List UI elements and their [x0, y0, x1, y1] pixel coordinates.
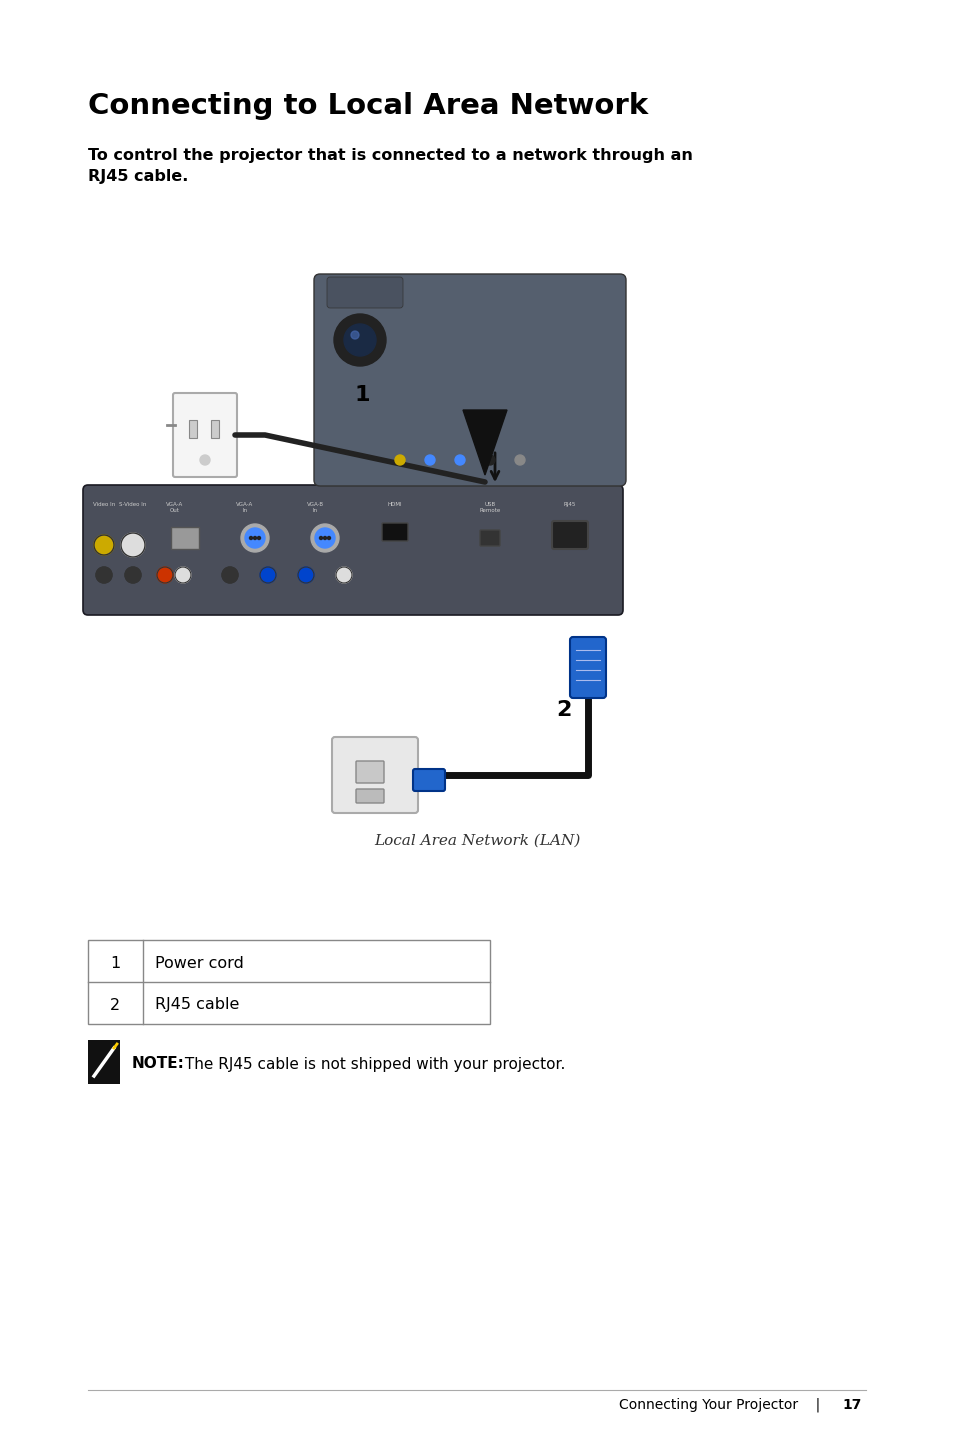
FancyBboxPatch shape	[569, 637, 605, 697]
FancyBboxPatch shape	[327, 276, 402, 308]
Text: Connecting Your Projector    |: Connecting Your Projector |	[618, 1398, 837, 1412]
Circle shape	[94, 536, 113, 556]
Circle shape	[319, 537, 322, 540]
Text: 17: 17	[841, 1398, 861, 1412]
Text: RJ45 cable: RJ45 cable	[154, 998, 239, 1012]
Bar	[171, 527, 199, 548]
Text: 1: 1	[354, 385, 370, 405]
FancyBboxPatch shape	[552, 521, 587, 548]
Circle shape	[222, 567, 237, 583]
Text: Power cord: Power cord	[154, 955, 244, 971]
Circle shape	[241, 524, 269, 551]
FancyBboxPatch shape	[332, 737, 417, 813]
Bar	[211, 420, 219, 438]
Text: HDMI: HDMI	[387, 503, 402, 507]
Text: 2: 2	[556, 700, 571, 720]
Text: VGA-A
In: VGA-A In	[236, 503, 253, 513]
Circle shape	[351, 331, 358, 339]
Circle shape	[344, 324, 375, 357]
Circle shape	[253, 537, 256, 540]
Polygon shape	[462, 410, 506, 475]
Text: Video In: Video In	[92, 503, 115, 507]
FancyBboxPatch shape	[314, 274, 625, 485]
FancyBboxPatch shape	[413, 769, 444, 790]
Text: S-Video In: S-Video In	[119, 503, 147, 507]
FancyBboxPatch shape	[479, 530, 499, 546]
Text: VGA-A
Out: VGA-A Out	[166, 503, 183, 513]
Circle shape	[515, 455, 524, 465]
Text: 2: 2	[110, 998, 120, 1012]
Circle shape	[157, 567, 172, 583]
Circle shape	[484, 455, 495, 465]
Circle shape	[335, 567, 352, 583]
Circle shape	[257, 537, 260, 540]
Circle shape	[327, 537, 330, 540]
Circle shape	[96, 567, 112, 583]
Text: NOTE:: NOTE:	[132, 1057, 185, 1071]
Text: USB
Remote: USB Remote	[478, 503, 500, 513]
Text: The RJ45 cable is not shipped with your projector.: The RJ45 cable is not shipped with your …	[180, 1057, 565, 1071]
Circle shape	[323, 537, 326, 540]
Circle shape	[121, 533, 145, 557]
Text: Connecting to Local Area Network: Connecting to Local Area Network	[88, 92, 648, 120]
Text: To control the projector that is connected to a network through an
RJ45 cable.: To control the projector that is connect…	[88, 147, 692, 183]
Bar	[88, 1040, 120, 1084]
Text: 1: 1	[110, 955, 120, 971]
Circle shape	[297, 567, 314, 583]
Bar	[88, 939, 490, 1024]
Circle shape	[250, 537, 253, 540]
Circle shape	[334, 314, 386, 367]
Circle shape	[395, 455, 405, 465]
Circle shape	[311, 524, 338, 551]
Circle shape	[200, 455, 210, 465]
Text: VGA-B
In: VGA-B In	[306, 503, 323, 513]
Circle shape	[174, 567, 191, 583]
FancyBboxPatch shape	[83, 485, 622, 614]
Circle shape	[314, 528, 335, 548]
Circle shape	[424, 455, 435, 465]
FancyBboxPatch shape	[381, 523, 408, 541]
Bar	[189, 420, 196, 438]
Circle shape	[455, 455, 464, 465]
FancyBboxPatch shape	[355, 789, 384, 803]
Circle shape	[245, 528, 265, 548]
FancyBboxPatch shape	[355, 760, 384, 783]
Text: Local Area Network (LAN): Local Area Network (LAN)	[374, 833, 579, 848]
Circle shape	[125, 567, 141, 583]
FancyBboxPatch shape	[172, 392, 236, 477]
Text: RJ45: RJ45	[563, 503, 576, 507]
Circle shape	[260, 567, 275, 583]
